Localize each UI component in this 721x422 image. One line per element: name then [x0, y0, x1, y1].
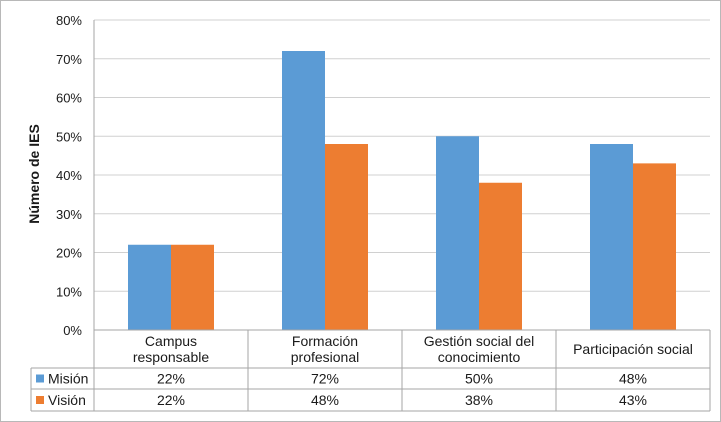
y-tick-label: 30% [56, 207, 82, 222]
category-label: profesional [291, 349, 360, 365]
y-tick-label: 80% [56, 13, 82, 28]
data-label: 48% [619, 371, 647, 387]
y-tick-label: 20% [56, 246, 82, 261]
category-label: conocimiento [438, 349, 521, 365]
legend-label: Misión [48, 371, 88, 387]
data-label: 72% [311, 371, 339, 387]
y-tick-label: 70% [56, 52, 82, 67]
bar [171, 244, 214, 330]
data-label: 38% [465, 392, 493, 408]
bar [436, 136, 479, 330]
bar [282, 51, 325, 330]
category-label: Campus [145, 333, 197, 349]
bar [633, 163, 676, 330]
y-tick-label: 10% [56, 284, 82, 299]
category-label: responsable [133, 349, 209, 365]
y-tick-label: 0% [63, 323, 82, 338]
y-tick-label: 40% [56, 168, 82, 183]
y-axis-label: Número de IES [26, 124, 42, 224]
legend-swatch [36, 374, 44, 383]
category-label: Participación social [573, 341, 693, 357]
bar [128, 244, 171, 330]
legend-label: Visión [48, 392, 86, 408]
data-label: 43% [619, 392, 647, 408]
data-label: 22% [157, 371, 185, 387]
y-tick-label: 60% [56, 91, 82, 106]
bar [590, 144, 633, 330]
bars [128, 51, 676, 330]
y-axis-ticks: 0% 10% 20% 30% 40% 50% 60% 70% 80% [56, 13, 82, 338]
category-label: Gestión social del [424, 333, 535, 349]
category-label: Formación [292, 333, 358, 349]
legend-swatch [36, 396, 44, 404]
y-tick-label: 50% [56, 129, 82, 144]
data-label: 48% [311, 392, 339, 408]
bar [479, 182, 522, 330]
data-label: 50% [465, 371, 493, 387]
bar [325, 144, 368, 330]
data-label: 22% [157, 392, 185, 408]
